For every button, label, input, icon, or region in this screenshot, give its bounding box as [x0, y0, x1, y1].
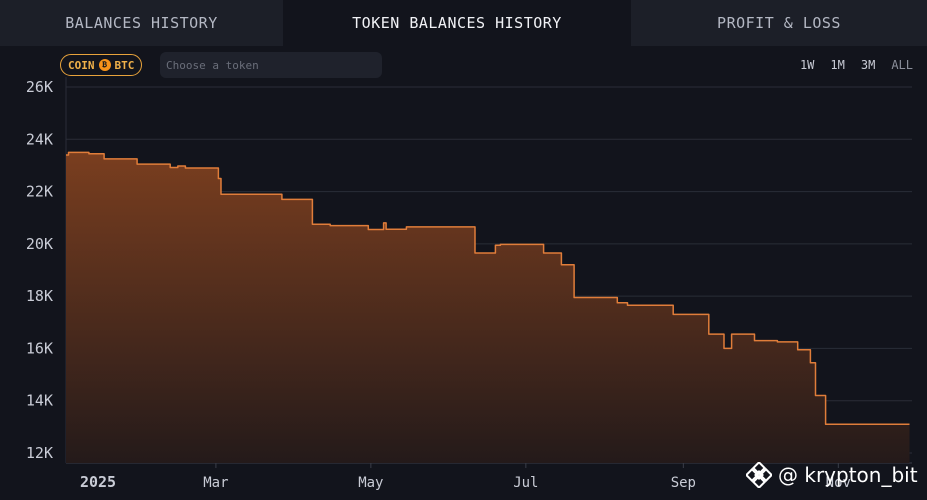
token-symbol: BTC: [114, 58, 135, 72]
y-tick-label: 26K: [26, 78, 53, 96]
chart-toolbar: COIN ₿ BTC 1W 1M 3M ALL: [0, 46, 927, 84]
x-tick-label: Mar: [203, 475, 228, 491]
x-tick-label: Sep: [671, 475, 696, 491]
coin-badge[interactable]: COIN ₿ BTC: [60, 54, 143, 76]
y-tick-label: 18K: [26, 287, 53, 305]
y-tick-label: 20K: [26, 235, 53, 253]
y-tick-label: 12K: [26, 444, 53, 462]
tab-profit-loss[interactable]: PROFIT & LOSS: [717, 14, 841, 32]
balance-area: [66, 152, 910, 463]
range-all-button[interactable]: ALL: [891, 58, 913, 72]
plot-area: [66, 151, 910, 463]
range-1w-button[interactable]: 1W: [799, 58, 815, 72]
tab-balances-history[interactable]: BALANCES HISTORY: [65, 14, 218, 32]
x-tick-label: Jul: [513, 475, 538, 491]
balance-line: [66, 151, 910, 425]
watermark: @ krypton_bit: [746, 460, 918, 490]
y-tick-label: 14K: [26, 392, 53, 410]
tab-token-balances-history[interactable]: TOKEN BALANCES HISTORY: [283, 0, 631, 46]
watermark-handle: @ krypton_bit: [778, 463, 918, 487]
token-search-input[interactable]: [160, 52, 382, 78]
range-selector: 1W 1M 3M ALL: [800, 58, 913, 72]
range-3m-button[interactable]: 3M: [860, 58, 876, 72]
x-tick-label: 2025: [80, 473, 116, 491]
x-tick-label: May: [358, 475, 383, 491]
btc-icon: ₿: [98, 59, 111, 71]
range-1m-button[interactable]: 1M: [830, 58, 845, 72]
x-tick-label: Nov: [826, 475, 851, 491]
coin-label: COIN: [68, 58, 95, 72]
y-tick-label: 24K: [26, 130, 53, 148]
binance-logo-icon: [746, 462, 772, 488]
tab-bar: BALANCES HISTORY TOKEN BALANCES HISTORY …: [0, 0, 927, 46]
y-tick-label: 16K: [26, 339, 53, 357]
y-tick-label: 22K: [26, 183, 53, 201]
y-axis: 12K 14K 16K 18K 20K 22K 24K 26K: [26, 77, 67, 463]
